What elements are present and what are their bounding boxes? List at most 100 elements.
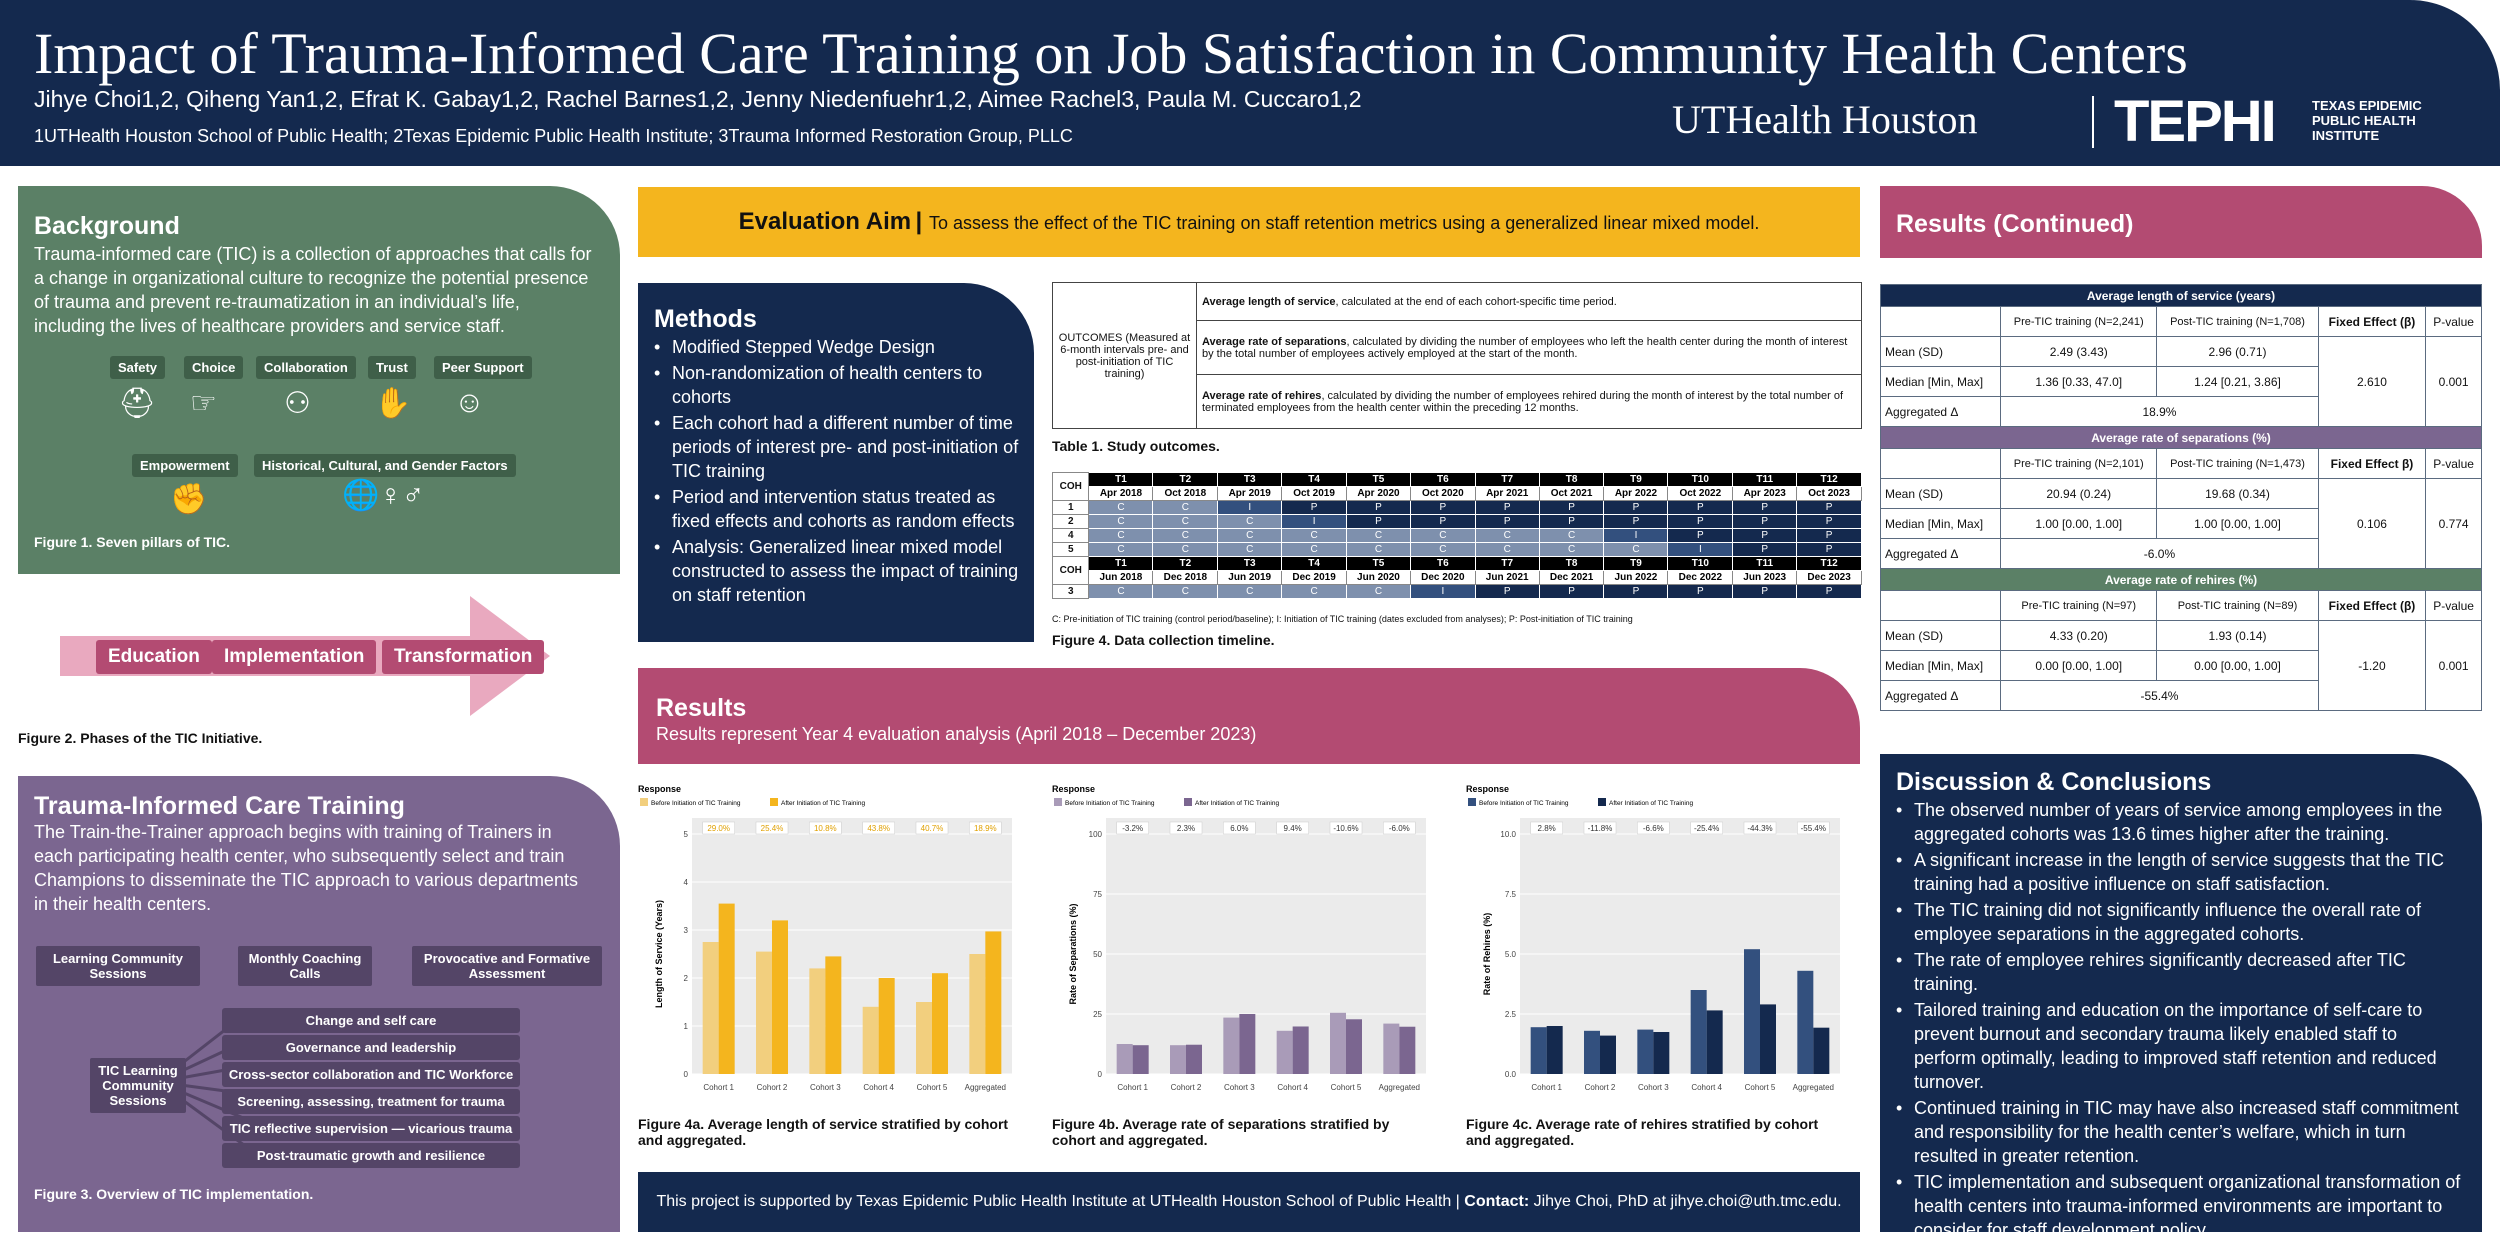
post-header: Post-TIC training (N=1,473) (2156, 448, 2319, 479)
period-cell: T5 (1345, 472, 1411, 487)
data-label: 40.7% (921, 824, 944, 833)
period-cell: T10 (1667, 556, 1734, 571)
aggregated-delta: 18.9% (2000, 396, 2319, 427)
discussion-bullet: Continued training in TIC may have also … (1896, 1096, 2462, 1168)
tic-learning-center: TIC Learning Community Sessions (90, 1058, 186, 1113)
bar (1292, 1026, 1309, 1074)
data-label-box (1690, 821, 1723, 835)
x-tick-label: Cohort 5 (1745, 1083, 1776, 1092)
timeline-header-cell: Jun 2021 (1474, 570, 1540, 585)
data-label-box (1583, 821, 1617, 835)
bar (1530, 1027, 1547, 1074)
timeline-cell: C (1152, 584, 1219, 599)
tic-training-text: The Train-the-Trainer approach begins wi… (34, 822, 578, 914)
timeline-cell: C (1281, 542, 1347, 557)
data-label-box (1797, 821, 1830, 835)
bar (1170, 1045, 1186, 1074)
methods-panel: Methods Modified Stepped Wedge Design No… (638, 283, 1034, 642)
median-post: 0.00 [0.00, 1.00] (2156, 650, 2319, 681)
period-cell: T12 (1796, 472, 1862, 487)
data-label-box (1169, 821, 1203, 835)
results-heading: Results (656, 694, 747, 722)
bar (718, 903, 735, 1074)
pvalue: 0.001 (2425, 620, 2482, 711)
period-cell: T4 (1281, 472, 1347, 487)
bar (1132, 1045, 1149, 1074)
fixed-effect-header: Fixed Effect (β) (2317, 590, 2427, 621)
timeline-cell: P (1603, 514, 1669, 529)
timeline-cell: C (1281, 584, 1347, 599)
row-label: Median [Min, Max] (1879, 366, 2002, 397)
period-cell: T11 (1732, 472, 1798, 487)
timeline-cell: C (1152, 528, 1219, 543)
timeline-header-cell: Jun 2022 (1603, 570, 1669, 585)
chart-length-of-service: Response Before Initiation of TIC Trainin… (638, 784, 1012, 1092)
bar (969, 954, 986, 1074)
x-tick-label: Aggregated (965, 1083, 1006, 1092)
timeline-cell: I (1281, 514, 1347, 529)
y-tick-label: 25 (1093, 1010, 1102, 1019)
legend-title: Response (638, 784, 681, 794)
pre-header: Pre-TIC training (N=97) (2000, 590, 2158, 621)
timeline-cell: P (1474, 514, 1540, 529)
tic-training-heading: Trauma-Informed Care Training (34, 792, 405, 820)
methods-bullet: Each cohort had a different number of ti… (654, 411, 1024, 483)
row-label: Mean (SD) (1879, 478, 2002, 509)
box-coaching-calls: Monthly Coaching Calls (238, 946, 372, 986)
timeline-header-cell: Apr 2021 (1474, 486, 1540, 501)
timeline-cell: P (1603, 584, 1669, 599)
timeline-cell: C (1603, 542, 1669, 557)
figure-3-caption: Figure 3. Overview of TIC implementation… (34, 1186, 314, 1202)
results-table: Average length of service (years) Pre-TI… (1879, 284, 2482, 711)
timeline-header-cell: Apr 2018 (1088, 486, 1154, 501)
timeline-header-cell: Apr 2020 (1345, 486, 1411, 501)
data-label: 18.9% (974, 824, 997, 833)
bar (1186, 1044, 1202, 1074)
bar (1690, 990, 1707, 1074)
pvalue-header: P-value (2425, 448, 2482, 479)
period-cell: T7 (1474, 472, 1540, 487)
affiliations: 1UTHealth Houston School of Public Healt… (34, 126, 1073, 146)
row-label: Median [Min, Max] (1879, 650, 2002, 681)
topic-screening: Screening, assessing, treatment for trau… (222, 1089, 520, 1114)
result-table-title: Average rate of separations (%) (1880, 426, 2482, 449)
timeline-cell: C (1152, 542, 1219, 557)
globe-gender-icon: 🌐♀♂ (342, 479, 425, 512)
bar (1239, 1014, 1256, 1074)
mean-post: 1.93 (0.14) (2156, 620, 2319, 651)
period-cell: T11 (1732, 556, 1798, 571)
fixed-effect-header: Fixed Effect (β) (2317, 306, 2427, 337)
aim-text: To assess the effect of the TIC training… (928, 213, 1760, 233)
y-tick-label: 3 (684, 926, 689, 935)
pvalue: 0.774 (2425, 478, 2482, 569)
pillar-trust: Trust (368, 356, 416, 379)
post-header: Post-TIC training (N=89) (2156, 590, 2319, 621)
pointing-hand-icon: ☞ (190, 387, 217, 420)
y-tick-label: 75 (1093, 890, 1102, 899)
data-label: 25.4% (761, 824, 784, 833)
fixed-effect-value: 0.106 (2317, 478, 2427, 569)
bar (1637, 1029, 1654, 1074)
timeline-header-cell: Oct 2019 (1281, 486, 1347, 501)
median-pre: 1.36 [0.33, 47.0] (2000, 366, 2158, 397)
timeline-cell: C (1474, 528, 1540, 543)
period-cell: T6 (1409, 556, 1476, 571)
x-tick-label: Cohort 4 (1691, 1083, 1722, 1092)
period-cell: T8 (1538, 556, 1605, 571)
legend-swatch (1184, 798, 1192, 806)
period-cell: T8 (1538, 472, 1605, 487)
period-cell: T2 (1152, 472, 1219, 487)
timeline-header-cell: Dec 2018 (1152, 570, 1219, 585)
legend-label: Before Initiation of TIC Training (651, 800, 741, 807)
x-tick-label: Cohort 5 (917, 1083, 948, 1092)
legend-swatch (770, 798, 778, 806)
data-label: 29.0% (707, 824, 730, 833)
timeline-cell: P (1667, 584, 1734, 599)
legend-label: After Initiation of TIC Training (781, 800, 865, 807)
y-tick-label: 2 (684, 974, 689, 983)
fixed-effect-header: Fixed Effect β) (2317, 448, 2427, 479)
footer-banner: This project is supported by Texas Epide… (638, 1172, 1860, 1232)
data-label: 9.4% (1284, 824, 1302, 833)
result-table-title: Average rate of rehires (%) (1880, 568, 2482, 591)
timeline-cell: C (1345, 528, 1411, 543)
